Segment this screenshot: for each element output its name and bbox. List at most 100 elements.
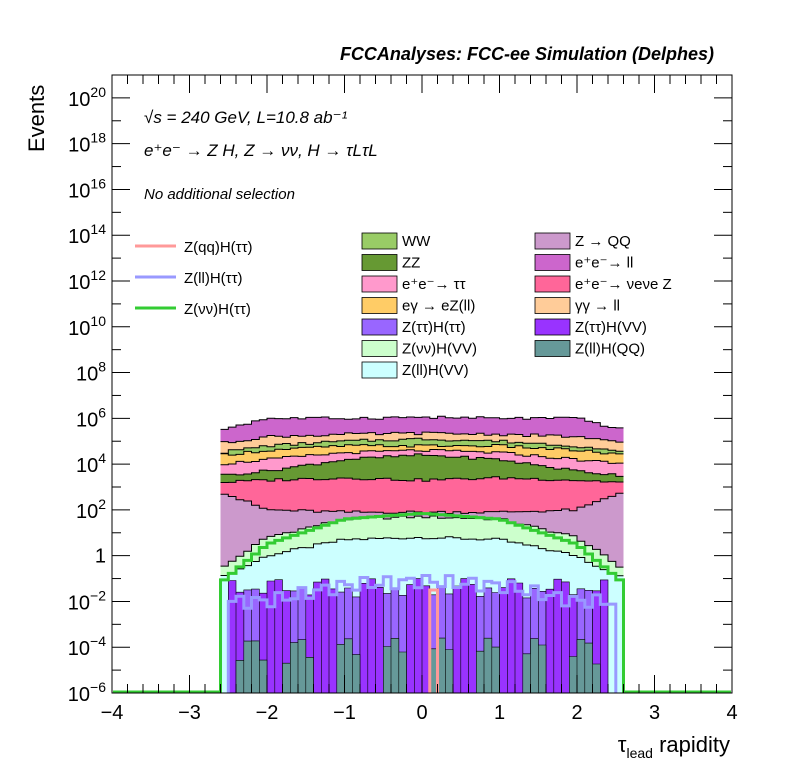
y-tick-base: 10: [68, 226, 90, 248]
legend-label-z-qq: Z → QQ: [575, 233, 631, 250]
y-tick-base: 10: [76, 501, 98, 523]
y-tick-label: 10−6: [68, 679, 106, 706]
stack-outline-zz: [220, 453, 624, 477]
process-annotation: e⁺e⁻ → Z H, Z → νν, H → τLτL: [144, 141, 378, 160]
legend-swatch-ww: [361, 232, 398, 250]
bars-z-ll-h-qq: [235, 637, 601, 694]
legend-label-z-h-vv: Z(ττ)H(VV): [575, 319, 647, 336]
legend-swatch-ll: [534, 297, 571, 314]
signal-curves: [113, 512, 731, 693]
x-tick-label: 3: [649, 702, 660, 724]
legend-swatch-z-h: [361, 318, 398, 336]
y-tick-exponent: 8: [98, 359, 106, 375]
y-tick-base: 10: [76, 364, 98, 386]
y-tick-label: 1014: [68, 221, 106, 248]
axes: −4 −3 −2 −1 0 1 2 3 410−610−410−2110210410610810…: [68, 75, 738, 724]
legend-label-zz: ZZ: [402, 255, 420, 272]
stack-outline-e-ez-ll: [220, 444, 624, 456]
x-tick-label: −3: [178, 702, 201, 724]
legend: Z(qq)H(ττ) Z(ll)H(ττ) Z(νν)H(ττ) WW Z → QQ ZZ…: [135, 232, 672, 379]
energy-lumi-annotation: √s = 240 GeV, L=10.8 ab⁻¹: [144, 108, 348, 127]
histogram-fills: [220, 416, 624, 694]
x-tick-label: 4: [726, 702, 737, 724]
x-axis-label-main: τ: [618, 732, 627, 757]
y-tick-exponent: 4: [98, 450, 106, 466]
x-axis-label: τlead rapidity: [618, 732, 730, 761]
chart-title: FCCAnalyses: FCC-ee Simulation (Delphes): [340, 44, 714, 64]
legend-label-ll: γγ → ll: [575, 298, 620, 315]
y-tick-label: 1: [95, 546, 106, 568]
y-tick-base: 10: [68, 135, 90, 157]
x-tick-label: −2: [256, 702, 279, 724]
y-tick-exponent: 2: [98, 496, 106, 512]
stack-outline-ll: [220, 431, 624, 444]
signal-curve-z-qq-h: [428, 588, 439, 693]
y-tick-label: 104: [76, 450, 106, 477]
legend-swatch-zz: [361, 254, 398, 271]
stack-outline-e-e-ll: [220, 415, 624, 430]
x-tick-label: 2: [571, 702, 582, 724]
y-tick-exponent: 6: [98, 404, 106, 420]
legend-label-e-e-ll: e⁺e⁻→ ll: [575, 255, 633, 272]
x-tick-label: 0: [416, 702, 427, 724]
stack-outline-z-ll-h-vv: [220, 536, 624, 577]
stack-outline-z-h-vv: [220, 515, 624, 568]
x-tick-label: −4: [101, 702, 124, 724]
x-axis-label-rest: rapidity: [653, 732, 730, 757]
y-tick-label: 108: [76, 359, 106, 386]
signal-curve-z-ll-h: [226, 574, 618, 693]
y-tick-exponent: 16: [90, 175, 106, 191]
legend-label-z-ll-h: Z(ll)H(ττ): [184, 270, 243, 287]
legend-label-z-h: Z(ττ)H(ττ): [402, 319, 466, 336]
y-tick-label: 10−2: [68, 587, 106, 614]
legend-label-e-e-e-e-z: e⁺e⁻→ νeνe Z: [575, 276, 672, 293]
legend-swatch-e-e-ll: [534, 254, 571, 271]
y-tick-exponent: −6: [90, 679, 106, 695]
legend-swatch-e-e-e-e-z: [534, 275, 571, 293]
legend-swatch-e-ez-ll: [361, 297, 398, 314]
y-tick-label: 10−4: [68, 633, 106, 660]
legend-label-z-h: Z(νν)H(ττ): [184, 301, 251, 318]
y-tick-base: 10: [76, 409, 98, 431]
stack-outline-ww: [220, 437, 624, 454]
y-axis-label: Events: [24, 85, 49, 152]
y-tick-label: 106: [76, 404, 106, 431]
y-tick-exponent: 10: [90, 313, 106, 329]
y-tick-label: 102: [76, 496, 106, 523]
y-tick-base: 10: [68, 592, 90, 614]
y-tick-exponent: 14: [90, 221, 106, 237]
y-tick-exponent: −4: [90, 633, 106, 649]
y-tick-base: 10: [68, 684, 90, 706]
legend-label-z-h-vv: Z(νν)H(VV): [402, 341, 477, 358]
y-tick-label: 1018: [68, 130, 106, 157]
y-tick-label: 1012: [68, 267, 106, 294]
y-tick-exponent: 12: [90, 267, 106, 283]
y-tick-base: 10: [68, 272, 90, 294]
stack-outline-e-e: [220, 449, 624, 466]
legend-swatch-z-ll-h-vv: [361, 361, 398, 379]
y-tick-base: 10: [68, 638, 90, 660]
legend-swatch-z-h-vv: [361, 340, 398, 357]
y-tick-exponent: 20: [90, 84, 106, 100]
legend-label-e-e: e⁺e⁻→ ττ: [402, 276, 466, 293]
y-tick-label: 1016: [68, 175, 106, 202]
legend-swatch-e-e: [361, 275, 398, 293]
x-tick-label: 1: [494, 702, 505, 724]
y-tick-label: 1010: [68, 313, 106, 340]
signal-curve-z-h: [219, 512, 625, 693]
legend-label-z-qq-h: Z(qq)H(ττ): [184, 239, 253, 256]
y-tick-base: 10: [68, 89, 90, 111]
legend-label-z-ll-h-vv: Z(ll)H(VV): [402, 362, 469, 379]
legend-swatch-z-ll-h-qq: [534, 340, 571, 357]
selection-annotation: No additional selection: [144, 186, 295, 203]
y-tick-base: 10: [76, 455, 98, 477]
y-tick-label: 1020: [68, 84, 106, 111]
x-tick-label: −1: [333, 702, 356, 724]
y-tick-exponent: 18: [90, 130, 106, 146]
y-tick-base: 10: [68, 318, 90, 340]
legend-label-e-ez-ll: eγ → eZ(ll): [402, 298, 475, 315]
legend-swatch-z-qq: [534, 232, 571, 250]
y-tick-base: 10: [68, 180, 90, 202]
stack-outline-e-e-e-e-z: [220, 476, 624, 483]
